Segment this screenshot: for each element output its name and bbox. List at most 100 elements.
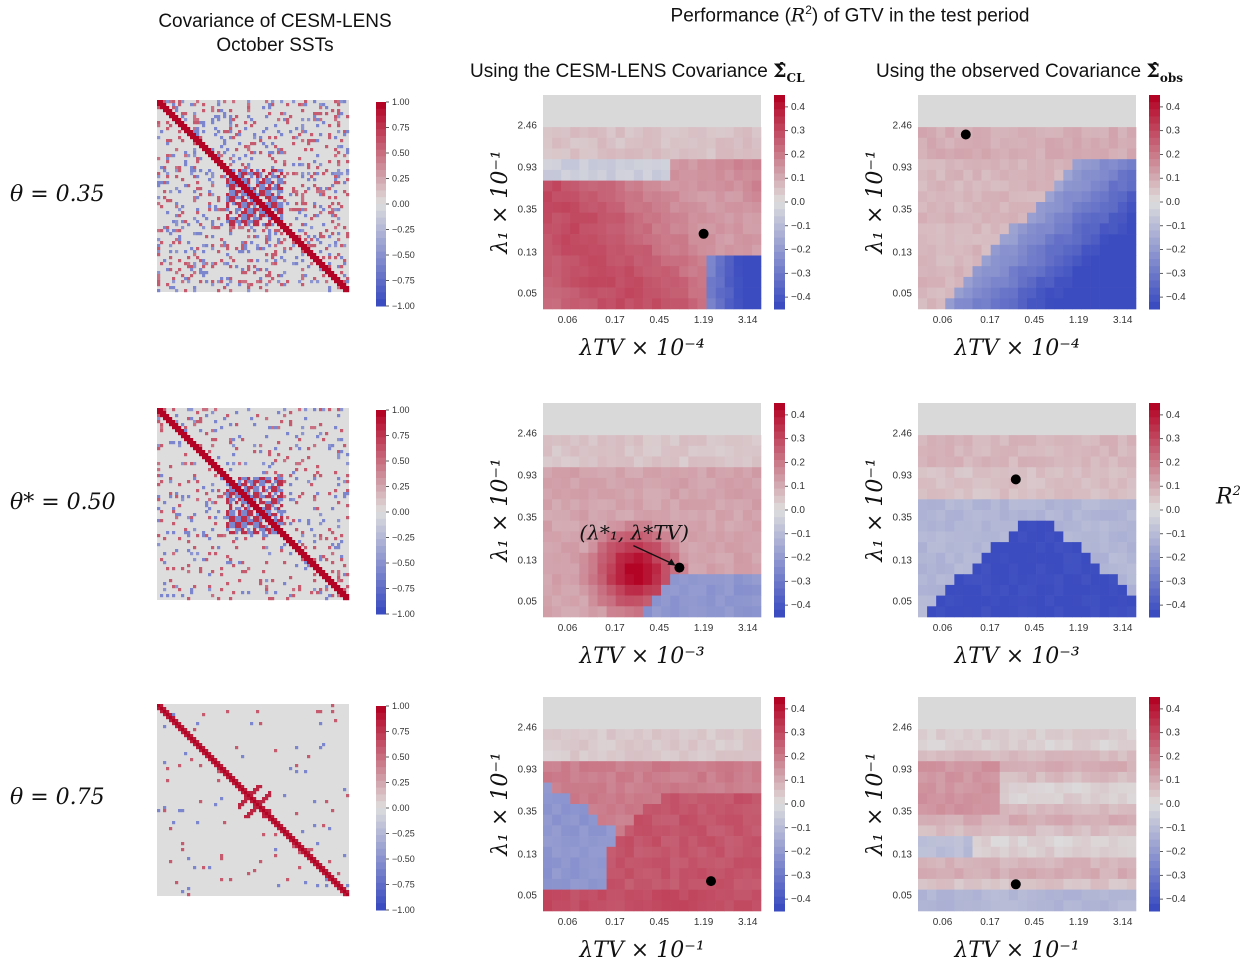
covariance-cell — [175, 187, 179, 191]
r2-cell — [724, 804, 735, 815]
covariance-cell — [271, 199, 275, 203]
covariance-cell — [244, 127, 248, 131]
covariance-cell — [232, 178, 236, 182]
r2-cell — [1045, 255, 1055, 267]
covariance-cell — [259, 172, 263, 176]
r2-cell — [624, 244, 635, 256]
covariance-cell — [196, 100, 200, 104]
covariance-cell — [265, 797, 269, 801]
covariance-cell — [292, 142, 296, 146]
r2-cell — [579, 825, 589, 837]
r2-cell — [954, 584, 964, 596]
r2-cell — [1081, 761, 1091, 773]
r2-cell — [606, 520, 616, 532]
r2-cell — [1108, 520, 1119, 532]
r2-colorbar-label: 0.3 — [791, 728, 805, 739]
r2-x-tick-label: 0.45 — [1025, 315, 1045, 326]
covariance-cell — [169, 109, 173, 113]
covariance-cell — [232, 187, 236, 191]
r2-cell — [615, 298, 626, 310]
covariance-cell — [274, 175, 278, 179]
r2-cell — [661, 202, 671, 213]
r2-cell — [945, 266, 955, 278]
r2-cell — [706, 223, 716, 235]
covariance-cell — [172, 408, 176, 412]
r2-x-tick-label: 0.45 — [650, 917, 670, 928]
r2-cell — [751, 878, 762, 890]
covariance-cell — [244, 483, 248, 487]
covariance-cell — [322, 223, 326, 227]
r2-cell — [597, 542, 607, 554]
r2-cell — [945, 445, 955, 457]
r2-cell — [642, 761, 653, 773]
r2-cell — [1063, 456, 1073, 468]
covariance-cell — [298, 211, 302, 215]
covariance-cell — [172, 507, 176, 511]
r2-cell — [936, 234, 946, 246]
r2-cell — [688, 782, 698, 794]
r2-cell — [1072, 499, 1082, 511]
covariance-cell — [259, 579, 263, 583]
covariance-cell — [283, 283, 287, 287]
covariance-cell — [226, 513, 230, 517]
covariance-cell — [229, 178, 233, 182]
covariance-cell — [262, 507, 266, 511]
r2-cell — [652, 889, 662, 901]
r2-cell — [706, 804, 716, 815]
r2-cell — [697, 825, 707, 837]
covariance-cell — [229, 423, 233, 427]
r2-cell — [697, 488, 707, 500]
r2-cell — [1081, 584, 1091, 596]
r2-cell — [697, 542, 707, 554]
r2-cell — [724, 298, 735, 310]
covariance-cell — [184, 432, 188, 436]
covariance-cell — [229, 181, 233, 185]
covariance-cell — [316, 465, 320, 469]
covariance-cell — [169, 262, 173, 266]
covariance-cell — [199, 447, 203, 451]
r2-x-tick-label: 3.14 — [738, 315, 758, 326]
covariance-cell — [241, 181, 245, 185]
r2-cell — [624, 868, 635, 880]
covariance-cell — [202, 453, 206, 457]
r2-y-tick-label: 0.05 — [518, 289, 538, 300]
covariance-cell — [253, 480, 257, 484]
covariance-cell — [271, 142, 275, 146]
covariance-cell — [205, 534, 209, 538]
covariance-cell — [190, 591, 194, 595]
r2-cell — [918, 223, 928, 235]
r2-colorbar-segment — [774, 102, 785, 110]
covariance-cell — [316, 280, 320, 284]
covariance-cell — [259, 477, 263, 481]
r2-cell — [1045, 298, 1055, 310]
r2-cell — [963, 739, 973, 751]
covariance-cell — [298, 408, 302, 412]
covariance-cell — [319, 241, 323, 245]
r2-cell — [661, 456, 671, 468]
covariance-cell — [328, 256, 332, 260]
r2-cell — [615, 202, 626, 213]
r2-cell — [1072, 159, 1082, 171]
r2-cell — [1126, 750, 1137, 762]
r2-cell — [936, 445, 946, 457]
covariance-cell — [262, 513, 266, 517]
r2-cell — [597, 782, 607, 794]
covariance-cell — [286, 103, 290, 107]
r2-cell — [972, 223, 982, 235]
r2-cell — [543, 584, 553, 596]
covariance-cell — [313, 202, 317, 206]
r2-cell — [742, 552, 753, 564]
r2-cell — [990, 445, 1001, 457]
r2-cell — [588, 510, 598, 521]
covariance-cell — [217, 115, 221, 119]
covariance-cell — [343, 262, 347, 266]
covariance-cell — [250, 199, 254, 203]
r2-cell — [1063, 127, 1073, 139]
r2-cell — [918, 298, 928, 310]
covariance-cell — [253, 528, 257, 532]
r2-cell — [679, 793, 689, 805]
covariance-cell — [268, 151, 272, 155]
r2-cell — [999, 729, 1010, 741]
covariance-cell — [274, 525, 278, 529]
covariance-cell — [247, 205, 251, 209]
